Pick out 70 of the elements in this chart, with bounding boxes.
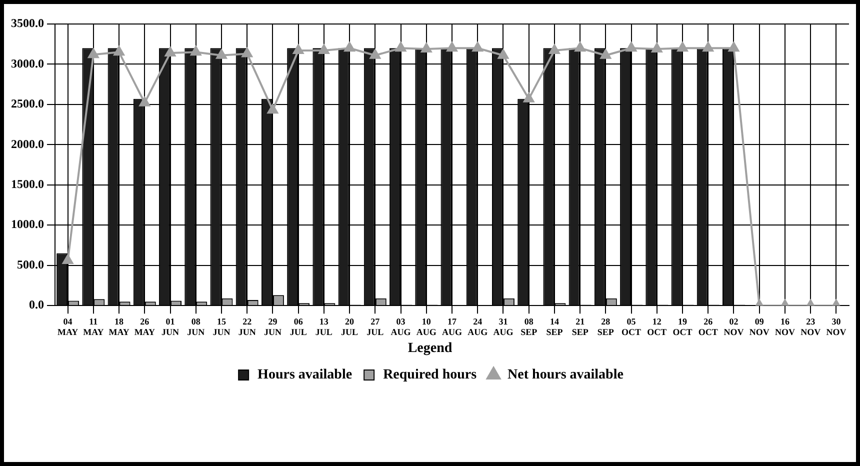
point (395, 42, 406, 52)
x-tick-label: 29 JUN (264, 316, 282, 338)
x-tick-label: 01 JUN (162, 316, 180, 338)
x-tick-label: 27 JUL (366, 316, 384, 338)
x-tick-label: 31 AUG (493, 316, 514, 338)
point (370, 49, 380, 59)
x-tick-label: 20 JUL (341, 316, 358, 338)
point (139, 96, 150, 106)
point (164, 46, 176, 56)
x-tick-label: 13 JUL (315, 316, 332, 338)
point (344, 42, 355, 52)
x-tick-label: 21 SEP (572, 316, 589, 338)
x-tick-label: 06 JUL (290, 316, 307, 338)
y-tick-label: 2000.0 (11, 136, 44, 151)
x-tick-label: 09 NOV (749, 316, 770, 338)
point (446, 42, 458, 52)
y-tick-label: 0.0 (29, 298, 44, 312)
x-tick-label: 22 JUN (238, 316, 256, 338)
point (292, 44, 304, 54)
point (626, 42, 637, 52)
x-tick-label: 26 OCT (698, 316, 718, 338)
point (652, 42, 662, 52)
x-tick-label: 30 NOV (826, 316, 847, 338)
x-tick-label: 03 AUG (390, 316, 411, 338)
x-tick-label: 18 MAY (108, 316, 130, 338)
x-tick-label: 28 SEP (597, 316, 614, 338)
x-tick-label: 11 MAY (83, 316, 104, 338)
point (88, 48, 99, 58)
x-tick-label: 24 AUG (468, 316, 488, 338)
legend-label: Required hours (383, 368, 478, 383)
point (498, 49, 509, 59)
legend-title: Legend (408, 340, 452, 356)
x-tick-label: 15 JUN (212, 316, 231, 338)
point (114, 46, 124, 56)
point (421, 42, 432, 52)
x-tick-label: 19 OCT (672, 316, 692, 338)
x-tick-label: 17 AUG (442, 316, 462, 338)
y-tick-label: 500.0 (17, 257, 44, 272)
point (242, 48, 252, 58)
point (267, 104, 278, 114)
x-tick-label: 10 AUG (416, 316, 436, 338)
x-tick-label: 23 NOV (800, 316, 822, 338)
x-tick-label: 12 OCT (647, 316, 667, 338)
point (574, 42, 586, 52)
x-tick-label: 08 SEP (520, 316, 538, 338)
x-tick-label: 16 NOV (774, 316, 796, 338)
x-tick-label: 02 NOV (724, 316, 744, 338)
x-tick-label: 26 MAY (134, 316, 156, 338)
point (549, 44, 560, 54)
x-tick-label: 05 OCT (622, 316, 642, 338)
point (728, 42, 740, 52)
point (190, 46, 202, 56)
point (677, 42, 688, 52)
x-tick-label: 14 SEP (546, 316, 564, 338)
point (472, 42, 483, 52)
point (524, 92, 534, 102)
point (62, 254, 74, 264)
legend-label: Hours available (258, 368, 352, 383)
y-tick-label: 1500.0 (11, 177, 44, 192)
point (702, 42, 714, 52)
y-tick-label: 1000.0 (11, 217, 44, 232)
y-tick-label: 2500.0 (11, 96, 44, 111)
x-tick-label: 04 MAY (57, 316, 79, 338)
point (600, 49, 612, 59)
point (318, 44, 330, 54)
point (216, 49, 227, 59)
x-tick-label: 08 JUN (187, 316, 206, 338)
y-tick-label: 3500.0 (11, 16, 44, 30)
legend-label: Net hours available (508, 368, 624, 383)
y-tick-label: 3000.0 (11, 56, 44, 70)
